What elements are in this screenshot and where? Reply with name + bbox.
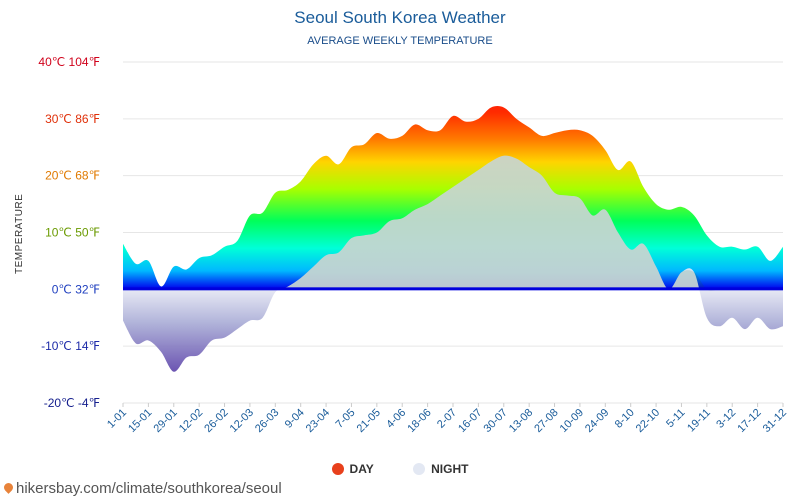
y-axis-ticks: 40℃ 104℉ 30℃ 86℉ 20℃ 68℉ 10℃ 50℉ 0℃ 32℉ -10℃ … — [38, 55, 100, 410]
x-tick-label: 13-08 — [507, 407, 535, 435]
x-tick-label: 17-12 — [735, 407, 763, 435]
legend-night[interactable]: NIGHT — [413, 462, 468, 476]
night-overlap-shade — [123, 155, 783, 291]
x-tick-label: 18-06 — [405, 407, 433, 435]
zero-baseline — [123, 287, 783, 291]
x-tick-label: 26-03 — [253, 407, 281, 435]
x-tick-label: 26-02 — [202, 407, 230, 435]
x-tick-label: 12-02 — [177, 407, 205, 435]
x-tick-label: 30-07 — [482, 407, 510, 435]
x-tick-label: 19-11 — [685, 407, 713, 435]
x-tick-label: 15-01 — [126, 407, 154, 435]
x-tick-label: 23-04 — [304, 407, 332, 435]
y-tick-label: 10℃ 50℉ — [45, 226, 100, 240]
x-tick-label: 21-05 — [355, 407, 383, 435]
series-areas — [123, 106, 783, 372]
x-tick-label: 16-07 — [456, 407, 484, 435]
series-area-night — [123, 155, 783, 372]
y-tick-label: 0℃ 32℉ — [52, 282, 100, 296]
x-tick-label: 24-09 — [583, 407, 611, 435]
y-tick-label: 30℃ 86℉ — [45, 112, 100, 126]
y-tick-label: 40℃ 104℉ — [38, 55, 100, 69]
y-tick-label: -10℃ 14℉ — [41, 339, 100, 353]
x-tick-label: 22-10 — [634, 407, 662, 435]
y-tick-label: 20℃ 68℉ — [45, 169, 100, 183]
x-tick-label: 10-09 — [558, 407, 586, 435]
night-dot-icon — [413, 463, 426, 475]
location-pin-icon — [2, 481, 15, 494]
day-dot-icon — [331, 463, 344, 475]
y-tick-label: -20℃ -4℉ — [44, 396, 100, 410]
chart-title: Seoul South Korea Weather — [294, 8, 506, 27]
x-tick-label: 29-01 — [152, 407, 180, 435]
x-tick-label: 27-08 — [532, 407, 560, 435]
x-tick-label: 5-11 — [664, 407, 687, 430]
chart-subtitle: AVERAGE WEEKLY TEMPERATURE — [307, 35, 493, 47]
legend-day[interactable]: DAY — [331, 462, 374, 476]
x-tick-label: 12-03 — [228, 407, 256, 435]
temperature-area-chart: 40℃ 104℉ 30℃ 86℉ 20℃ 68℉ 10℃ 50℉ 0℃ 32℉ -10℃ … — [38, 55, 789, 435]
x-tick-label: 31-12 — [761, 407, 789, 435]
source-link[interactable]: hikersbay.com/climate/southkorea/seoul — [2, 480, 282, 497]
legend: DAY NIGHT — [0, 462, 800, 476]
